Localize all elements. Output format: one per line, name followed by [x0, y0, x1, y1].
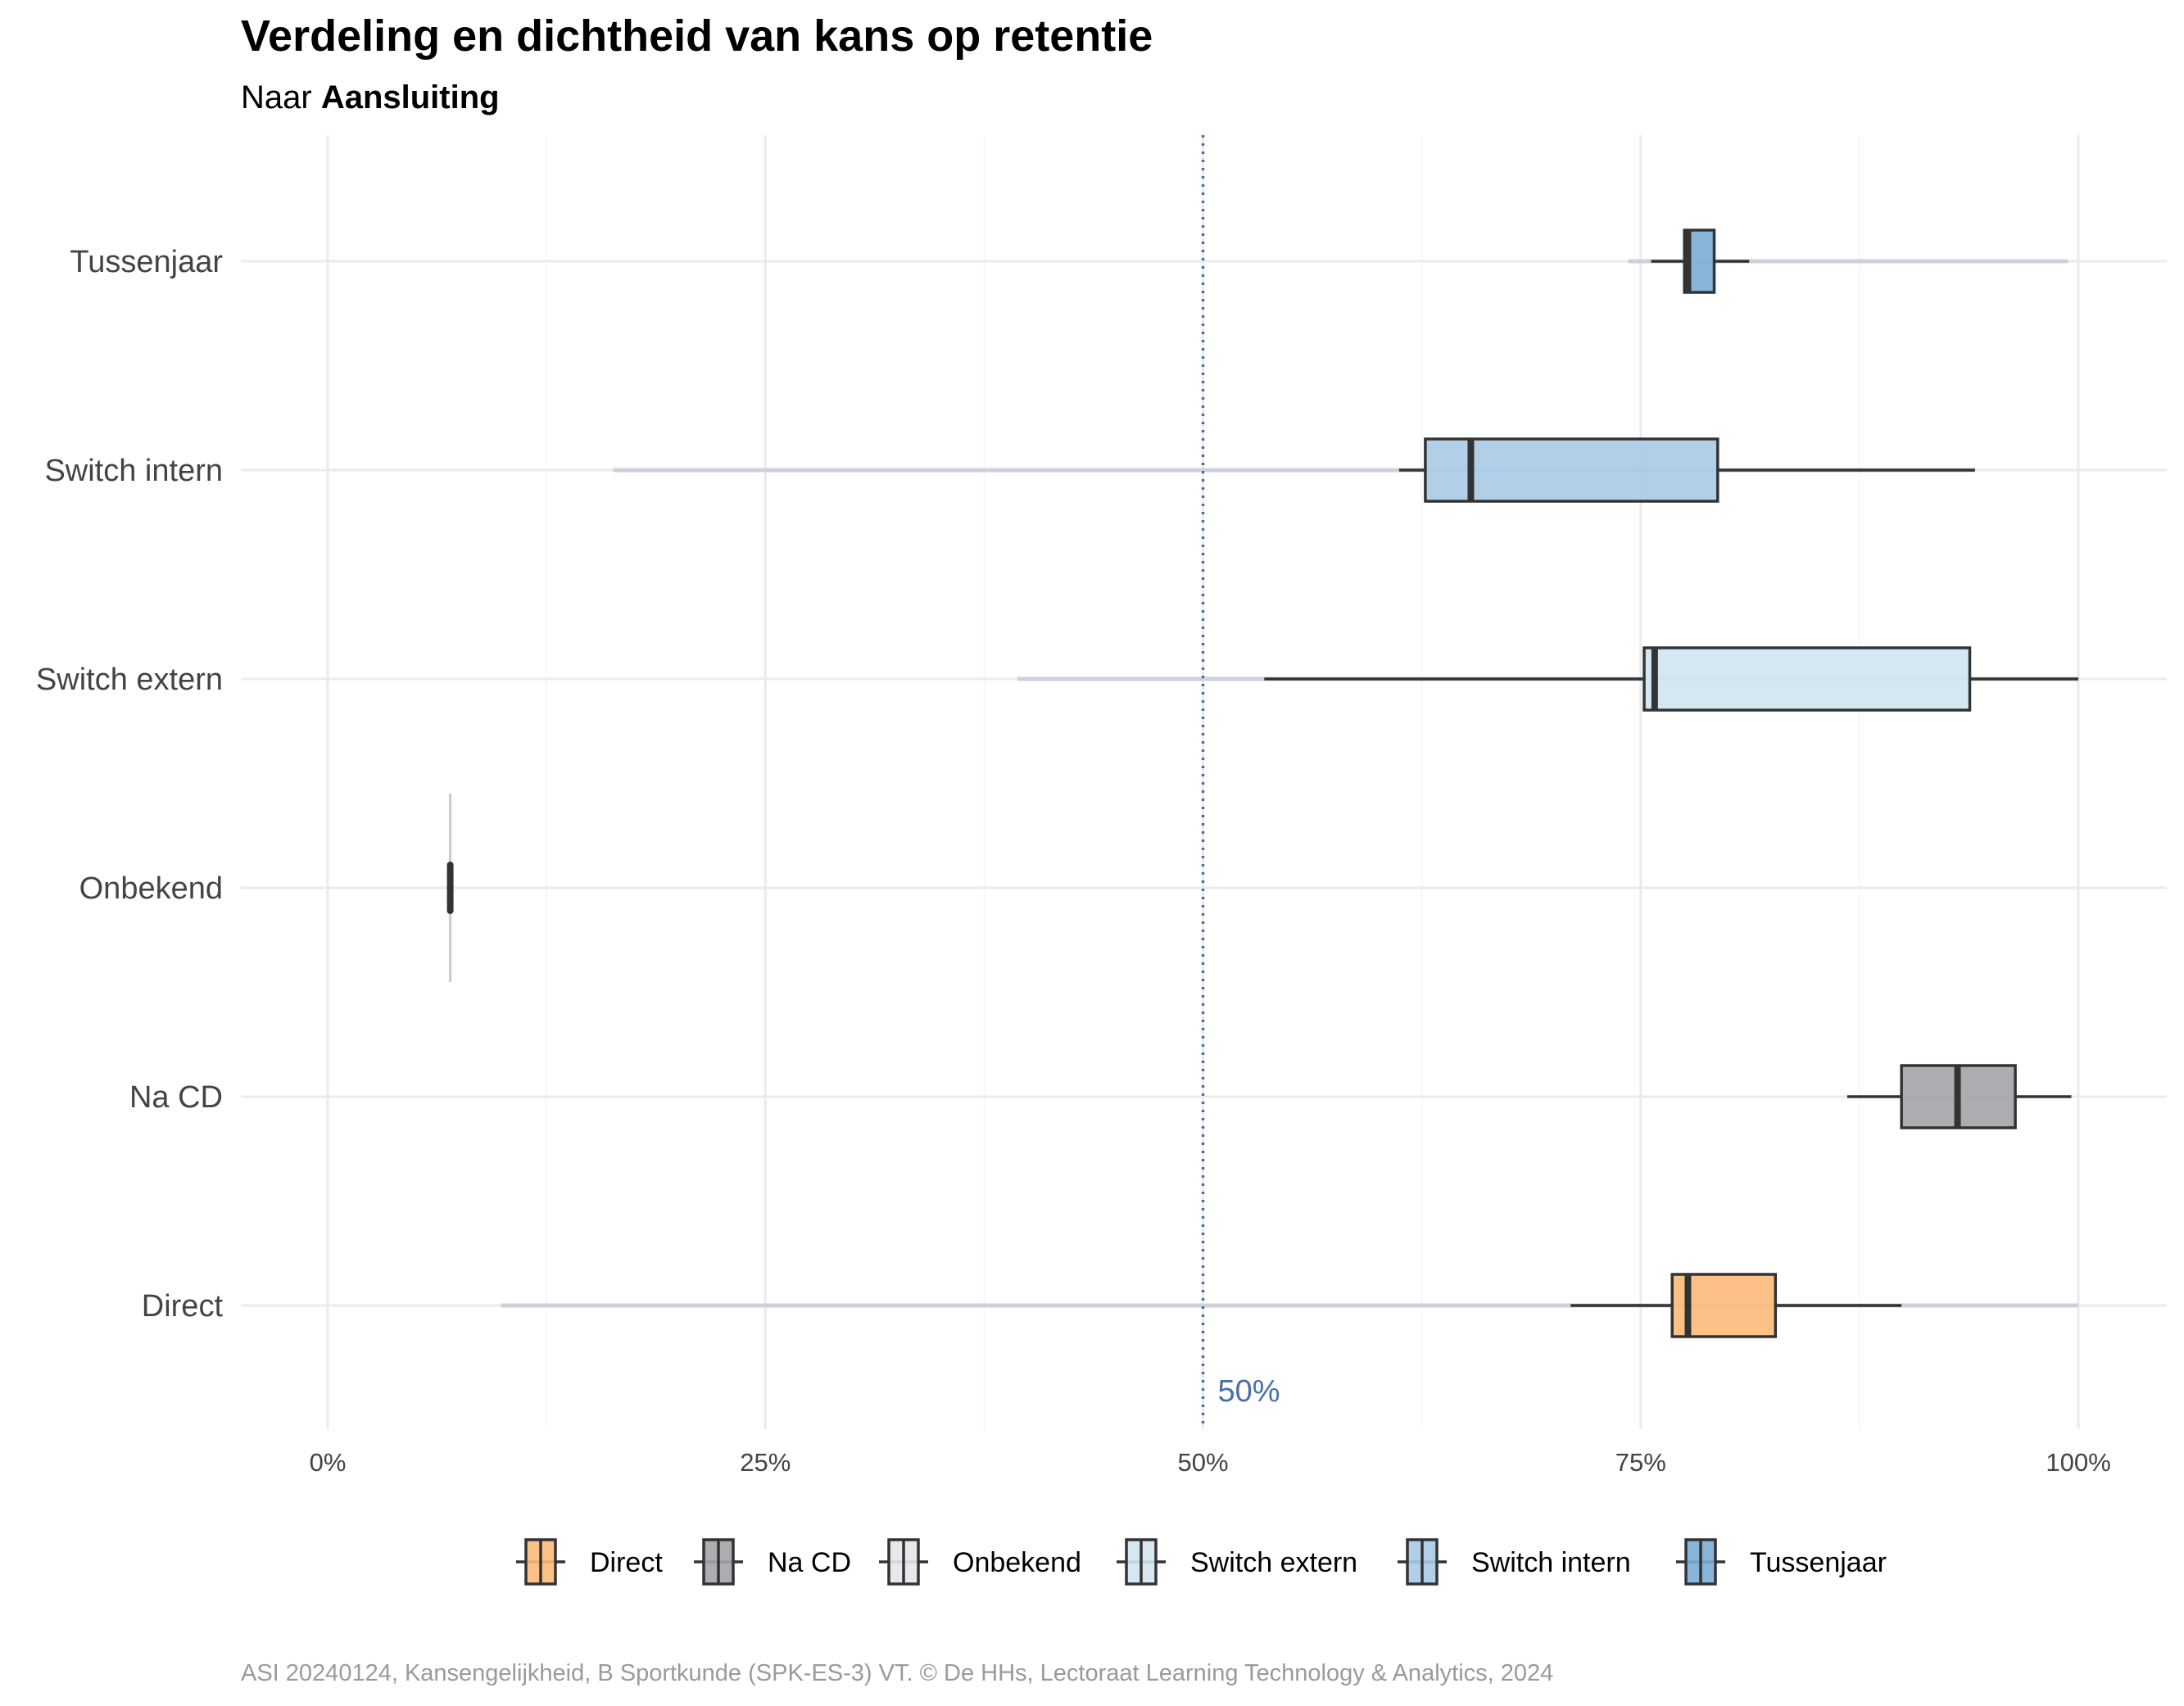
box [1643, 646, 1972, 712]
chart-subtitle: Naar Aansluiting [241, 79, 500, 115]
boxplot-switch-intern [1398, 437, 1975, 503]
legend-label: Tussenjaar [1750, 1547, 1887, 1578]
x-tick-label: 75% [1615, 1448, 1666, 1477]
legend-label: Onbekend [953, 1547, 1081, 1578]
boxplot-switch-extern [1264, 646, 2078, 712]
legend-item-na-cd: Na CD [694, 1538, 851, 1586]
y-tick-label: Switch intern [44, 454, 223, 488]
legend-label: Direct [590, 1547, 663, 1578]
reference-line-label: 50% [1218, 1374, 1280, 1409]
chart-caption: ASI 20240124, Kansengelijkheid, B Sportk… [241, 1660, 1553, 1686]
x-tick-label: 25% [740, 1448, 791, 1477]
y-tick-label: Switch extern [36, 663, 223, 697]
x-tick-label: 100% [2046, 1448, 2110, 1477]
y-tick-label: Tussenjaar [70, 245, 223, 279]
boxplot-direct [1570, 1273, 1902, 1338]
chart-title: Verdeling en dichtheid van kans op reten… [241, 11, 1153, 61]
legend-label: Switch extern [1190, 1547, 1357, 1578]
legend-label: Switch intern [1471, 1547, 1631, 1578]
plot-area: 50% Direct Na CD Onbekend Switch extern Switc… [36, 135, 2167, 1477]
boxplot-na-cd [1846, 1064, 2072, 1129]
legend-item-onbekend: Onbekend [879, 1538, 1081, 1586]
legend-item-tussenjaar: Tussenjaar [1676, 1538, 1887, 1586]
legend-item-direct: Direct [516, 1538, 663, 1586]
x-tick-label: 50% [1177, 1448, 1228, 1477]
legend: Direct Na CD Onbekend Switch extern Switch i… [516, 1538, 1887, 1586]
y-tick-label: Onbekend [79, 871, 223, 906]
y-tick-label: Direct [142, 1289, 224, 1324]
chart-subtitle-bold: Aansluiting [321, 79, 500, 115]
chart-subtitle-prefix: Naar [241, 79, 321, 115]
legend-item-switch-extern: Switch extern [1117, 1538, 1357, 1586]
boxplot-tussenjaar [1651, 229, 1750, 294]
legend-label: Na CD [768, 1547, 851, 1578]
legend-item-switch-intern: Switch intern [1398, 1538, 1631, 1586]
x-tick-label: 0% [310, 1448, 347, 1477]
y-tick-label: Na CD [129, 1080, 223, 1115]
